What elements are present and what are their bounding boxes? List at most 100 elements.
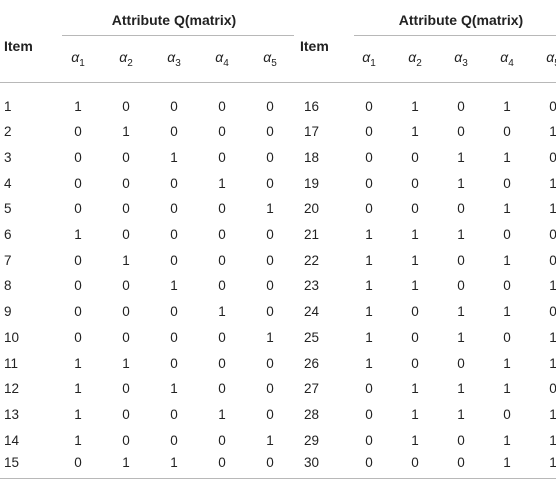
attribute-cell-right-alpha-2: 0 <box>411 455 419 471</box>
table-row: 5 0 0 0 0 1 20 0 0 0 1 1 <box>0 196 556 222</box>
header-column-row: Item α1 α2 α3 α4 α5 Item α1 α2 α3 α4 α5 <box>0 36 556 83</box>
item-cell-right: 17 <box>304 124 320 140</box>
attribute-cell-left-alpha-2: 1 <box>122 124 130 140</box>
attribute-cell-right-alpha-1: 1 <box>365 304 373 320</box>
attribute-cell-right-alpha-3: 0 <box>457 98 465 114</box>
attribute-cell-left-alpha-3: 1 <box>170 150 178 166</box>
item-cell-left: 13 <box>4 406 20 422</box>
attribute-cell-left-alpha-4: 1 <box>218 406 226 422</box>
attribute-cell-right-alpha-2: 1 <box>411 227 419 243</box>
attribute-cell-right-alpha-4: 0 <box>503 227 511 243</box>
item-cell-left: 6 <box>4 227 12 243</box>
attribute-cell-left-alpha-4: 1 <box>218 304 226 320</box>
attribute-cell-right-alpha-2: 0 <box>411 355 419 371</box>
alpha-5-header-right: α5 <box>546 49 556 69</box>
item-cell-right: 16 <box>304 98 320 114</box>
attribute-cell-right-alpha-2: 1 <box>411 98 419 114</box>
item-cell-right: 30 <box>304 455 320 471</box>
alpha-4-header-right: α4 <box>500 49 514 69</box>
alpha-3-header-right: α3 <box>454 49 468 69</box>
attribute-cell-right-alpha-5: 1 <box>549 201 556 217</box>
table-row: 12 1 0 1 0 0 27 0 1 1 1 0 <box>0 376 556 402</box>
alpha-2-header-left: α2 <box>119 49 133 69</box>
attribute-cell-left-alpha-2: 1 <box>122 252 130 268</box>
attribute-cell-left-alpha-2: 0 <box>122 329 130 345</box>
table-row: 13 1 0 0 1 0 28 0 1 1 0 1 <box>0 402 556 428</box>
attribute-cell-left-alpha-2: 0 <box>122 304 130 320</box>
attribute-cell-right-alpha-1: 0 <box>365 406 373 422</box>
attribute-cell-right-alpha-2: 1 <box>411 278 419 294</box>
attribute-cell-left-alpha-5: 0 <box>266 406 274 422</box>
attribute-cell-right-alpha-2: 1 <box>411 124 419 140</box>
attribute-cell-left-alpha-4: 0 <box>218 124 226 140</box>
item-column-header-left: Item <box>4 38 33 54</box>
attribute-cell-right-alpha-2: 1 <box>411 432 419 448</box>
attribute-cell-left-alpha-4: 0 <box>218 455 226 471</box>
attribute-cell-left-alpha-1: 0 <box>74 329 82 345</box>
attribute-cell-left-alpha-1: 0 <box>74 252 82 268</box>
attribute-cell-left-alpha-3: 0 <box>170 124 178 140</box>
attribute-cell-right-alpha-4: 1 <box>503 201 511 217</box>
attribute-cell-left-alpha-4: 0 <box>218 381 226 397</box>
attribute-cell-right-alpha-1: 1 <box>365 252 373 268</box>
attribute-cell-right-alpha-1: 1 <box>365 227 373 243</box>
attribute-cell-left-alpha-2: 0 <box>122 98 130 114</box>
attribute-cell-left-alpha-5: 0 <box>266 355 274 371</box>
attribute-cell-right-alpha-1: 0 <box>365 124 373 140</box>
attribute-cell-left-alpha-4: 0 <box>218 432 226 448</box>
attribute-cell-left-alpha-1: 1 <box>74 406 82 422</box>
item-cell-right: 28 <box>304 406 320 422</box>
attribute-cell-left-alpha-3: 0 <box>170 406 178 422</box>
attribute-cell-left-alpha-1: 0 <box>74 455 82 471</box>
attribute-cell-left-alpha-1: 1 <box>74 355 82 371</box>
attribute-cell-right-alpha-3: 1 <box>457 406 465 422</box>
attribute-cell-right-alpha-4: 1 <box>503 150 511 166</box>
attribute-cell-right-alpha-4: 1 <box>503 98 511 114</box>
attribute-cell-left-alpha-1: 0 <box>74 201 82 217</box>
group-header-right: Attribute Q(matrix) <box>346 4 556 36</box>
attribute-cell-right-alpha-2: 0 <box>411 304 419 320</box>
attribute-cell-right-alpha-5: 1 <box>549 355 556 371</box>
attribute-cell-right-alpha-2: 1 <box>411 406 419 422</box>
attribute-cell-left-alpha-4: 0 <box>218 98 226 114</box>
item-cell-right: 29 <box>304 432 320 448</box>
item-cell-left: 2 <box>4 124 12 140</box>
attribute-cell-left-alpha-3: 0 <box>170 175 178 191</box>
alpha-2-header-right: α2 <box>408 49 422 69</box>
attribute-cell-left-alpha-3: 1 <box>170 455 178 471</box>
attribute-cell-right-alpha-3: 1 <box>457 329 465 345</box>
item-cell-right: 20 <box>304 201 320 217</box>
attribute-cell-right-alpha-1: 1 <box>365 329 373 345</box>
attribute-cell-left-alpha-4: 0 <box>218 355 226 371</box>
table-row: 7 0 1 0 0 0 22 1 1 0 1 0 <box>0 247 556 273</box>
attribute-cell-right-alpha-4: 0 <box>503 329 511 345</box>
attribute-cell-left-alpha-1: 0 <box>74 304 82 320</box>
attribute-cell-right-alpha-3: 0 <box>457 455 465 471</box>
item-cell-left: 4 <box>4 175 12 191</box>
attribute-cell-left-alpha-5: 0 <box>266 252 274 268</box>
attribute-cell-right-alpha-1: 0 <box>365 381 373 397</box>
attribute-cell-right-alpha-4: 1 <box>503 381 511 397</box>
attribute-cell-left-alpha-4: 0 <box>218 201 226 217</box>
attribute-cell-left-alpha-3: 0 <box>170 227 178 243</box>
item-cell-left: 12 <box>4 381 20 397</box>
item-cell-left: 15 <box>4 455 20 471</box>
attribute-cell-right-alpha-1: 0 <box>365 175 373 191</box>
attribute-cell-left-alpha-1: 1 <box>74 432 82 448</box>
attribute-cell-right-alpha-4: 0 <box>503 406 511 422</box>
attribute-cell-right-alpha-3: 0 <box>457 124 465 140</box>
table-row: 8 0 0 1 0 0 23 1 1 0 0 1 <box>0 273 556 299</box>
table-row: 4 0 0 0 1 0 19 0 0 1 0 1 <box>0 170 556 196</box>
attribute-cell-right-alpha-1: 0 <box>365 432 373 448</box>
attribute-cell-left-alpha-3: 0 <box>170 329 178 345</box>
header-spacer-left <box>0 4 54 36</box>
attribute-cell-left-alpha-1: 0 <box>74 278 82 294</box>
group-header-left-label: Attribute Q(matrix) <box>111 12 237 28</box>
attribute-cell-right-alpha-4: 1 <box>503 455 511 471</box>
attribute-cell-left-alpha-2: 0 <box>122 175 130 191</box>
item-cell-right: 18 <box>304 150 320 166</box>
attribute-cell-left-alpha-1: 0 <box>74 124 82 140</box>
attribute-cell-left-alpha-4: 0 <box>218 227 226 243</box>
attribute-cell-left-alpha-5: 0 <box>266 278 274 294</box>
attribute-cell-left-alpha-1: 0 <box>74 150 82 166</box>
